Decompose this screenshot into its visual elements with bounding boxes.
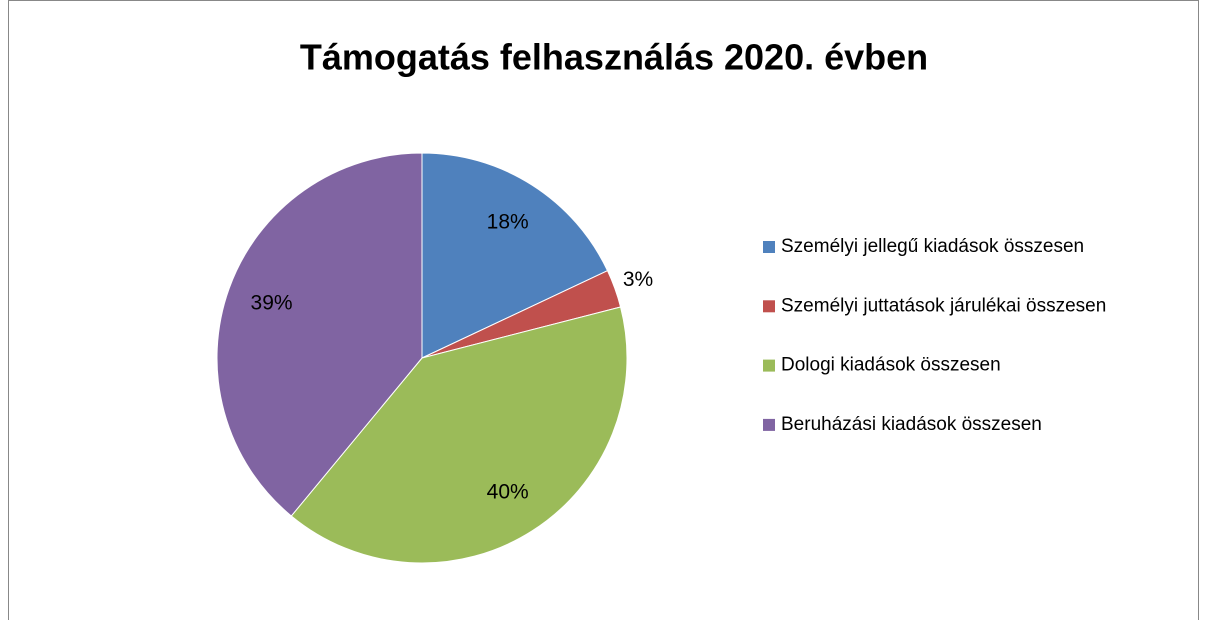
data-label: 40% bbox=[487, 481, 529, 504]
legend-swatch bbox=[763, 359, 775, 372]
legend-swatch bbox=[763, 241, 775, 253]
pie-slice bbox=[421, 152, 609, 359]
legend-swatch bbox=[763, 418, 775, 431]
data-label: 39% bbox=[251, 291, 293, 314]
legend-label: Személyi jellegű kiadások összesen bbox=[781, 236, 1084, 257]
legend-label: Beruházási kiadások összesen bbox=[781, 414, 1042, 435]
legend-label: Személyi juttatások járulékai összesen bbox=[781, 295, 1106, 316]
data-label: 18% bbox=[487, 211, 529, 234]
data-label: 3% bbox=[623, 268, 653, 291]
chart-title: Támogatás felhasználás 2020. évben bbox=[300, 37, 928, 78]
legend-label: Dologi kiadások összesen bbox=[781, 355, 1001, 376]
pie-slice bbox=[290, 306, 628, 564]
legend-swatch bbox=[763, 300, 775, 313]
pie-slice bbox=[216, 152, 423, 517]
